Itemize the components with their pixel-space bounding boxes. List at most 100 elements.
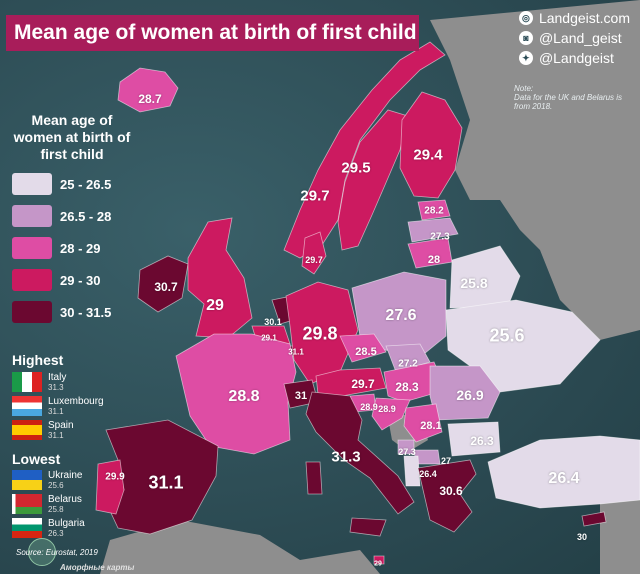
ukraine-flag-icon (12, 470, 42, 490)
value-label-ukraine: 25.6 (489, 325, 525, 346)
highest-item-spain: Spain 31.1 (12, 420, 74, 440)
value-label-denmark: 29.7 (305, 255, 323, 265)
brand-site: Landgeist.com (538, 10, 630, 26)
country-norway[interactable] (283, 41, 446, 259)
country-ireland[interactable] (137, 255, 189, 313)
country-czechia[interactable] (339, 333, 387, 363)
twitter-icon: ✦ (518, 51, 533, 65)
instagram-icon: ◙ (518, 31, 533, 45)
value-label-northmacedonia: 27 (440, 456, 452, 466)
legend-label: 25 - 26.5 (60, 176, 112, 192)
value-label-serbia: 28.1 (420, 420, 442, 432)
country-croatia[interactable] (371, 397, 411, 431)
value-label-croatia: 28.9 (378, 404, 396, 414)
lowest-value: 26.3 (48, 529, 64, 538)
value-label-slovenia: 28.9 (360, 402, 378, 412)
legend-item: 29 - 30 (12, 264, 111, 296)
value-label-switzerland: 31 (294, 390, 308, 402)
country-portugal[interactable] (95, 459, 125, 515)
brand-instagram: @Land_geist (538, 30, 622, 46)
country-italy[interactable] (305, 391, 415, 537)
country-estonia[interactable] (417, 199, 451, 221)
value-label-luxembourg: 31.1 (288, 347, 304, 357)
legend-item: 25 - 26.5 (12, 168, 111, 200)
russia-land (430, 0, 640, 340)
country-albania[interactable] (403, 455, 421, 487)
legend-label: 29 - 30 (60, 272, 101, 288)
value-label-estonia: 28.2 (424, 205, 444, 217)
globe-watermark-icon (28, 538, 56, 566)
brand-twitter: @Landgeist (538, 50, 614, 66)
country-romania[interactable] (429, 365, 501, 421)
highest-heading: Highest (12, 352, 64, 368)
country-bulgaria[interactable] (447, 421, 501, 457)
country-montenegro[interactable] (397, 439, 415, 455)
legend-item: 26.5 - 28 (12, 200, 111, 232)
value-label-cyprus: 30 (576, 532, 588, 542)
brand-instagram-row[interactable]: ◙ @Land_geist (518, 28, 630, 48)
value-label-turkey: 26.4 (548, 470, 580, 487)
highest-value: 31.1 (48, 431, 64, 440)
legend-swatch (12, 173, 52, 195)
legend-label: 26.5 - 28 (60, 208, 112, 224)
country-cyprus[interactable] (581, 511, 607, 527)
lowest-item-belarus: Belarus 25.8 (12, 494, 82, 514)
lowest-country: Bulgaria (48, 518, 85, 529)
brand-block: ◎ Landgeist.com ◙ @Land_geist ✦ @Landgeist (518, 8, 630, 68)
brand-twitter-row[interactable]: ✦ @Landgeist (518, 48, 630, 68)
lowest-item-ukraine: Ukraine 25.6 (12, 470, 82, 490)
highest-item-italy: Italy 31.3 (12, 372, 66, 392)
brand-site-row[interactable]: ◎ Landgeist.com (518, 8, 630, 28)
lowest-value: 25.8 (48, 505, 64, 514)
country-belarus[interactable] (449, 245, 521, 309)
country-ukraine[interactable] (445, 299, 601, 393)
country-serbia[interactable] (403, 403, 443, 443)
middle-east-land (600, 480, 640, 574)
value-label-latvia: 27.3 (430, 231, 450, 243)
lowest-value: 25.6 (48, 481, 64, 490)
country-greece[interactable] (417, 459, 477, 533)
highest-item-luxembourg: Luxembourg 31.1 (12, 396, 104, 416)
country-sweden[interactable] (337, 109, 409, 251)
country-turkey[interactable] (487, 435, 640, 509)
lowest-country: Ukraine (48, 470, 83, 481)
lowest-country: Belarus (48, 494, 82, 505)
value-label-sweden: 29.5 (341, 159, 371, 177)
country-iceland[interactable] (117, 67, 179, 113)
highest-country: Italy (48, 372, 67, 383)
highest-value: 31.1 (48, 407, 64, 416)
note-text: Data for the UK and Belarus is from 2018… (514, 93, 623, 111)
bulgaria-flag-icon (12, 518, 42, 538)
value-label-montenegro: 27.3 (398, 447, 416, 457)
country-uk[interactable] (187, 217, 253, 339)
highest-value: 31.3 (48, 383, 64, 392)
value-label-france: 28.8 (228, 388, 260, 405)
value-label-greece: 30.6 (439, 484, 463, 498)
country-latvia[interactable] (407, 217, 459, 243)
legend-swatch (12, 205, 52, 227)
belarus-flag-icon (12, 494, 42, 514)
country-malta[interactable] (373, 555, 385, 565)
value-label-belgium: 29.1 (261, 333, 277, 343)
legend-swatch (12, 301, 52, 323)
legend-swatch (12, 237, 52, 259)
value-label-iceland: 28.7 (138, 92, 162, 106)
value-label-czechia: 28.5 (355, 346, 377, 358)
legend-label: 28 - 29 (60, 240, 101, 256)
legend-label: 30 - 31.5 (60, 304, 112, 320)
highest-country: Spain (48, 420, 74, 431)
value-label-poland: 27.6 (385, 307, 417, 324)
value-label-bulgaria: 26.3 (470, 434, 494, 448)
highest-country: Luxembourg (48, 396, 104, 407)
country-denmark[interactable] (301, 231, 327, 275)
value-label-norway: 29.7 (300, 187, 330, 205)
italy-flag-icon (12, 372, 42, 392)
footer-credit: Аморфные карты (60, 563, 135, 572)
country-france[interactable] (175, 333, 297, 455)
value-label-romania: 26.9 (456, 387, 484, 403)
value-label-italy: 31.3 (331, 448, 361, 466)
value-label-albania: 26.4 (419, 469, 437, 479)
lowest-heading: Lowest (12, 451, 61, 467)
country-finland[interactable] (399, 91, 463, 199)
